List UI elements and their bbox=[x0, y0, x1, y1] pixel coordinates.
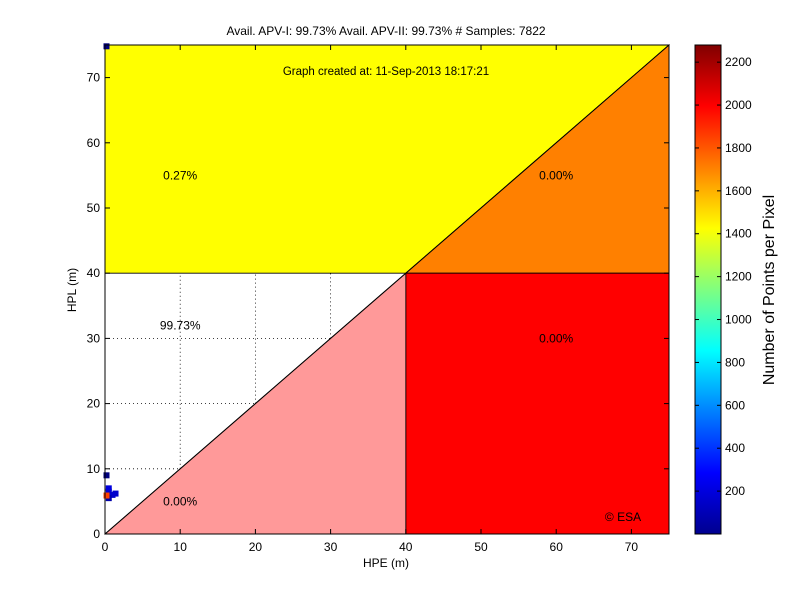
colorbar-label: Number of Points per Pixel bbox=[761, 195, 778, 385]
x-tick-label: 30 bbox=[324, 540, 338, 554]
colorbar-tick-label: 2200 bbox=[725, 55, 752, 69]
y-tick-label: 30 bbox=[87, 331, 101, 345]
x-tick-label: 40 bbox=[399, 540, 413, 554]
y-axis-label: HPL (m) bbox=[65, 268, 79, 312]
region-label: 0.00% bbox=[539, 331, 573, 345]
x-tick-label: 20 bbox=[249, 540, 263, 554]
data-point bbox=[112, 490, 119, 497]
x-tick-label: 70 bbox=[625, 540, 639, 554]
y-tick-label: 0 bbox=[93, 527, 100, 541]
colorbar-tick-label: 1800 bbox=[725, 141, 752, 155]
colorbar-gradient bbox=[694, 44, 722, 535]
x-tick-label: 50 bbox=[474, 540, 488, 554]
diagonal-line bbox=[104, 44, 670, 535]
x-tick-label: 10 bbox=[174, 540, 188, 554]
plot-frame bbox=[104, 44, 670, 535]
x-tick-label: 60 bbox=[550, 540, 564, 554]
data-point bbox=[103, 492, 110, 499]
colorbar: 200 400 600 800 1000 1200 1400 1600 1800 2000 2200… bbox=[694, 44, 778, 535]
colorbar-tick-label: 1600 bbox=[725, 184, 752, 198]
y-tick-label: 50 bbox=[87, 201, 101, 215]
colorbar-tick-label: 1200 bbox=[725, 270, 752, 284]
x-tick-label: 0 bbox=[102, 540, 109, 554]
chart-title: Avail. APV-I: 99.73% Avail. APV-II: 99.7… bbox=[226, 24, 545, 38]
colorbar-tick-label: 2000 bbox=[725, 98, 752, 112]
data-point bbox=[103, 472, 110, 479]
colorbar-tick-label: 1000 bbox=[725, 313, 752, 327]
data-point bbox=[105, 485, 112, 492]
plot-area: 0.27% 0.00% 99.73% 0.00% 0.00% 0 10 20 30 40 50 60… bbox=[87, 43, 671, 554]
region-red-lower-right bbox=[405, 272, 670, 535]
y-tick-label: 60 bbox=[87, 136, 101, 150]
colorbar-tick-label: 600 bbox=[725, 398, 745, 412]
copyright-annotation: © ESA bbox=[605, 510, 641, 524]
region-label: 0.00% bbox=[539, 168, 573, 182]
colorbar-tick-label: 400 bbox=[725, 441, 745, 455]
data-point bbox=[105, 488, 112, 495]
colorbar-tick-label: 800 bbox=[725, 355, 745, 369]
y-tick-label: 40 bbox=[87, 266, 101, 280]
graph-created-label: Graph created at: 11-Sep-2013 18:17:21 bbox=[283, 66, 489, 78]
y-tick-label: 20 bbox=[87, 397, 101, 411]
y-tick-label: 10 bbox=[87, 462, 101, 476]
data-point bbox=[103, 43, 110, 50]
region-label: 0.00% bbox=[163, 494, 197, 508]
region-label: 99.73% bbox=[160, 318, 201, 332]
colorbar-tick-label: 200 bbox=[725, 484, 745, 498]
colorbar-tick-label: 1400 bbox=[725, 227, 752, 241]
y-tick-label: 70 bbox=[87, 71, 101, 85]
data-point bbox=[109, 491, 116, 498]
region-label: 0.27% bbox=[163, 168, 197, 182]
x-axis-label: HPE (m) bbox=[363, 556, 409, 570]
